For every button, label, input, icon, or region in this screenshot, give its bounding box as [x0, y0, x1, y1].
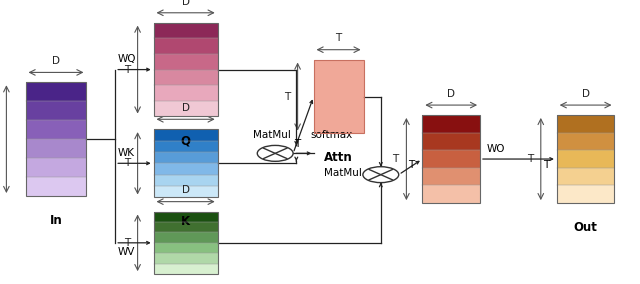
Text: D: D [182, 0, 189, 7]
Text: Attn: Attn [324, 151, 353, 164]
Text: Out: Out [573, 221, 598, 234]
Bar [154, 253, 218, 264]
Bar [557, 168, 614, 185]
Bar [154, 232, 218, 243]
Bar [154, 70, 218, 85]
Bar [154, 23, 218, 38]
Bar [314, 60, 364, 133]
Bar [154, 212, 218, 222]
Text: D: D [182, 185, 189, 195]
Bar [314, 60, 364, 133]
Bar [154, 141, 218, 152]
Text: In: In [50, 214, 62, 227]
Bar [26, 120, 86, 139]
Text: WV: WV [118, 247, 135, 257]
Bar [154, 264, 218, 274]
Text: WO: WO [486, 144, 505, 154]
Bar [422, 185, 480, 203]
Text: Q: Q [180, 134, 191, 147]
Bar [422, 150, 480, 168]
Text: WK: WK [118, 148, 135, 158]
Bar [26, 139, 86, 158]
Text: T: T [543, 160, 549, 170]
Bar [557, 115, 614, 133]
Bar [26, 82, 86, 101]
Bar [154, 129, 218, 197]
Bar [154, 243, 218, 253]
Bar [557, 185, 614, 203]
Bar [557, 115, 614, 203]
Circle shape [363, 167, 399, 183]
Bar [557, 133, 614, 150]
Text: T: T [392, 154, 399, 164]
Text: D: D [182, 103, 189, 113]
Text: K: K [181, 215, 190, 228]
Bar [154, 23, 218, 116]
Bar [154, 85, 218, 101]
Bar [422, 133, 480, 150]
Bar [26, 101, 86, 120]
Bar [154, 38, 218, 54]
Text: T: T [124, 64, 130, 75]
Bar [154, 54, 218, 70]
Text: WQ: WQ [118, 54, 136, 64]
Text: softmax: softmax [310, 130, 353, 140]
Text: D: D [52, 56, 60, 66]
Bar [154, 101, 218, 116]
Bar [154, 186, 218, 197]
Bar [422, 115, 480, 133]
Text: T: T [124, 158, 130, 168]
Text: T: T [294, 139, 301, 149]
Bar [26, 177, 86, 196]
Circle shape [257, 145, 293, 161]
Bar [154, 175, 218, 186]
Bar [154, 129, 218, 141]
Text: T: T [527, 154, 533, 164]
Text: D: D [447, 89, 455, 99]
Bar [557, 150, 614, 168]
Text: D: D [582, 89, 589, 99]
Text: T: T [284, 91, 290, 102]
Bar [154, 222, 218, 232]
Bar [154, 152, 218, 163]
Bar [154, 163, 218, 175]
Bar [26, 82, 86, 196]
Bar [26, 158, 86, 177]
Text: T: T [124, 238, 130, 248]
Bar [422, 168, 480, 185]
Text: MatMul: MatMul [324, 168, 362, 178]
Text: T: T [335, 34, 342, 43]
Text: MatMul: MatMul [253, 130, 291, 140]
Bar [422, 115, 480, 203]
Bar [154, 212, 218, 274]
Text: T: T [408, 160, 415, 170]
